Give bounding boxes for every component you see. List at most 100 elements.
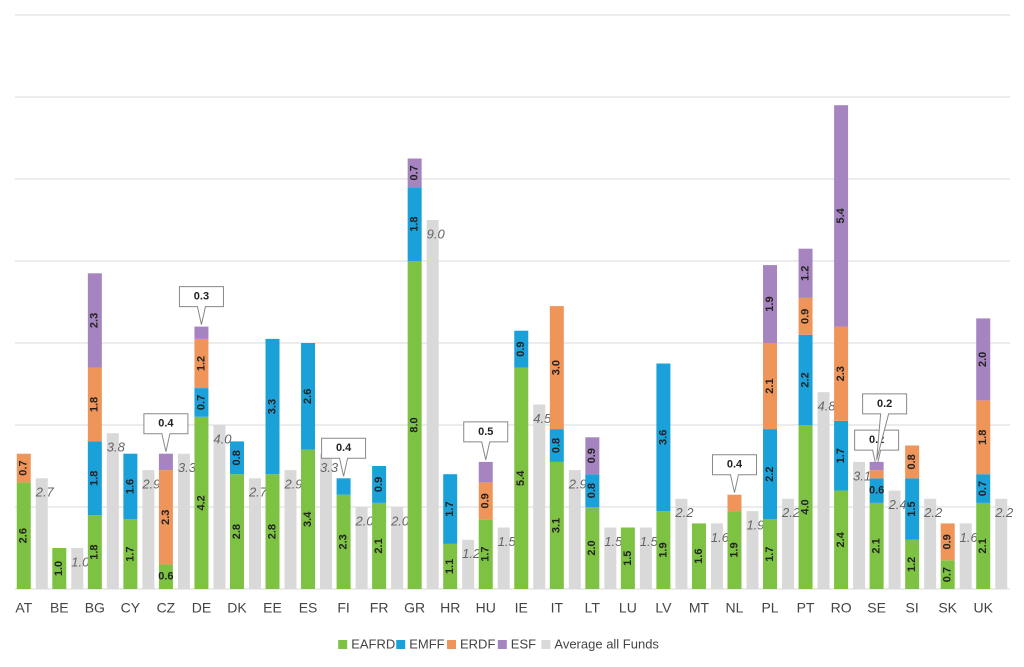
x-tick-label: IT (551, 600, 564, 616)
bar-segment (869, 470, 884, 479)
bar-segment (798, 297, 813, 335)
bar (675, 498, 688, 589)
data-label: 1.7 (124, 547, 136, 562)
bar-segment (834, 420, 849, 491)
legend-swatch (497, 640, 507, 649)
bar-segment (478, 482, 493, 520)
callout (143, 413, 189, 452)
data-label: 9.0 (427, 226, 446, 241)
bar-segment (407, 187, 422, 261)
bar (924, 498, 937, 589)
data-label: 2.4 (835, 531, 847, 547)
data-label: 1.6 (711, 530, 730, 545)
data-label: 0.8 (586, 483, 598, 498)
callout (463, 421, 509, 461)
data-label: 2.1 (764, 378, 776, 393)
data-label: 2.6 (302, 389, 314, 404)
data-label: 1.8 (409, 216, 421, 231)
bar-segment (514, 367, 529, 589)
x-tick-label: GR (404, 600, 425, 616)
data-label: 0.6 (158, 571, 173, 583)
bar-segment (16, 482, 31, 589)
bar-segment (940, 523, 955, 561)
data-label: 1.5 (906, 501, 918, 516)
x-tick-label: HU (476, 600, 496, 616)
data-label: 2.3 (89, 313, 101, 328)
data-label: 2.9 (568, 477, 587, 492)
data-label: 2.3 (835, 366, 847, 381)
bar-segment (905, 445, 920, 479)
bar-segment (478, 461, 493, 483)
x-tick-label: BG (85, 600, 105, 616)
data-label: 3.8 (107, 440, 126, 455)
bar (782, 498, 795, 589)
data-label: 1.7 (835, 448, 847, 463)
bar (710, 523, 723, 589)
bar (106, 433, 119, 589)
x-tick-label: HR (440, 600, 460, 616)
bar-segment (798, 248, 813, 298)
data-label: 2.1 (373, 538, 385, 553)
data-label: 1.5 (604, 534, 623, 549)
data-label: 1.2 (906, 557, 918, 572)
data-label: 4.5 (533, 411, 552, 426)
data-label: 1.2 (195, 356, 207, 371)
legend-swatch (396, 640, 406, 649)
data-label: 4.0 (213, 431, 232, 446)
bar-segment (585, 437, 600, 475)
callout (178, 286, 224, 325)
bar-segment (763, 429, 778, 520)
data-label: 0.6 (869, 485, 884, 497)
data-label: 2.2 (994, 505, 1014, 520)
data-label: 1.9 (746, 518, 764, 533)
bar-segment (301, 343, 316, 450)
bar-segment (194, 338, 209, 389)
bar (35, 478, 48, 589)
callout (862, 393, 908, 461)
data-label: 0.9 (480, 493, 492, 508)
data-label: 1.6 (693, 549, 705, 564)
bar-segment (158, 453, 173, 471)
data-label: 2.0 (977, 352, 989, 367)
legend-label: ESF (511, 636, 536, 651)
data-label: 0.9 (515, 342, 527, 357)
data-label: 0.7 (942, 567, 954, 582)
data-label: 2.9 (141, 477, 160, 492)
data-label: 0.3 (194, 291, 209, 303)
bar-segment (763, 519, 778, 589)
bar (604, 527, 617, 589)
data-label: 3.1 (853, 468, 871, 483)
bar-segment (549, 429, 564, 462)
data-label: 2.2 (923, 505, 943, 520)
bar (853, 461, 866, 589)
data-label: 3.1 (551, 518, 563, 533)
bar-segment (87, 367, 102, 442)
data-label: 1.7 (480, 547, 492, 562)
bar-segment (905, 478, 920, 540)
data-label: 1.9 (657, 542, 669, 557)
x-tick-label: EE (263, 600, 282, 616)
bar-segment (585, 507, 600, 589)
legend-label: EMFF (409, 636, 444, 651)
bar-segment (585, 474, 600, 507)
bar (284, 470, 297, 589)
data-label: 0.9 (586, 448, 598, 463)
callout (711, 454, 757, 493)
bar (355, 507, 368, 589)
data-label: 0.2 (877, 398, 892, 410)
bar (888, 490, 901, 589)
bar (142, 470, 155, 589)
data-label: 1.7 (444, 501, 456, 516)
data-label: 1.5 (622, 551, 634, 566)
x-tick-label: LV (655, 600, 672, 616)
data-label: 2.2 (799, 372, 811, 387)
bar-segment (763, 265, 778, 343)
bar (248, 478, 261, 589)
x-tick-label: FI (337, 600, 349, 616)
legend-swatch (447, 640, 456, 649)
x-tick-label: CZ (157, 600, 176, 616)
data-label: 0.4 (158, 418, 174, 430)
bar-segment (229, 441, 244, 475)
bar-segment (869, 461, 884, 471)
data-label: 2.7 (248, 485, 268, 500)
